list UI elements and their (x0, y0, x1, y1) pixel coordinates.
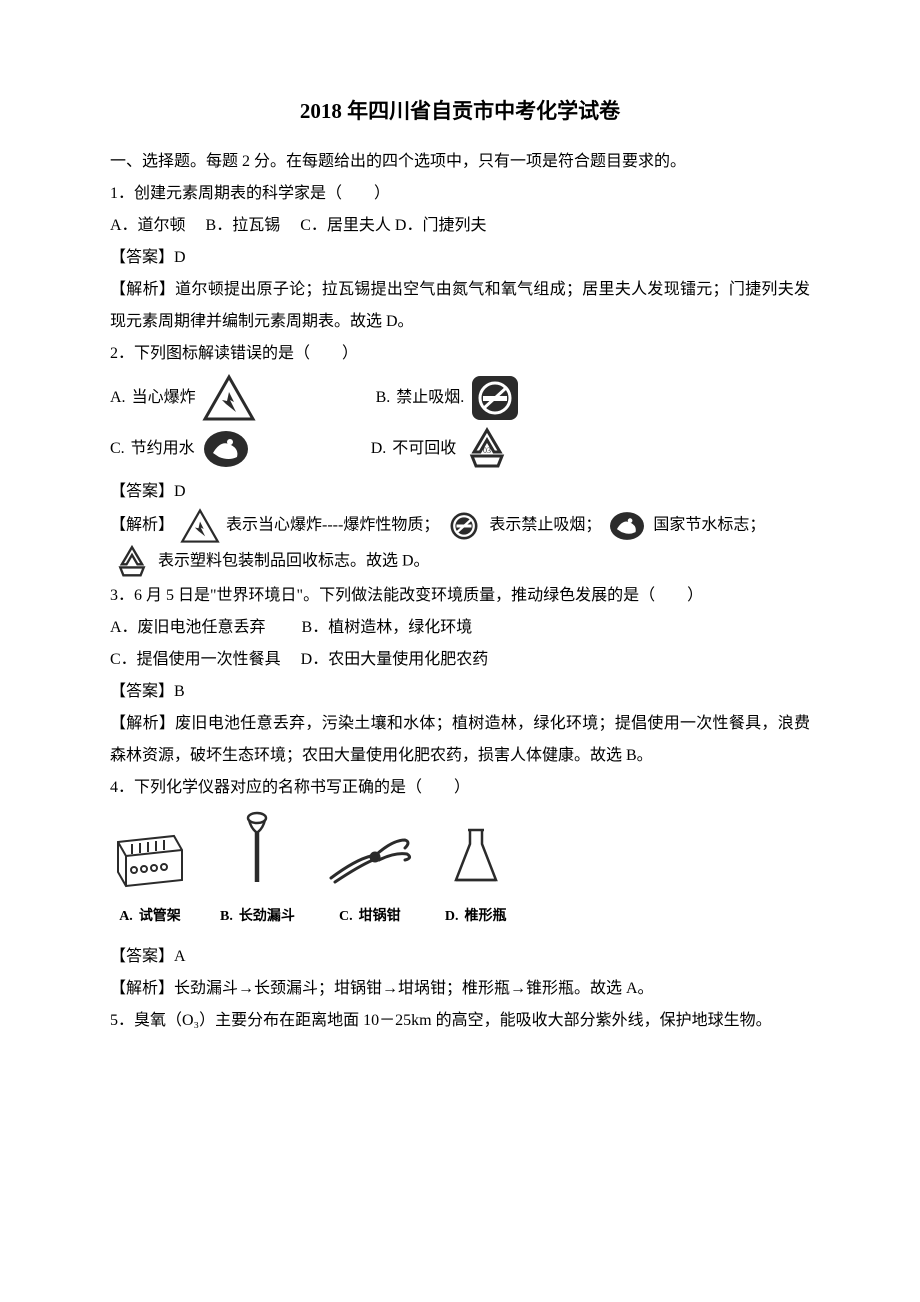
erlenmeyer-flask-icon (448, 824, 504, 899)
save-water-icon (607, 509, 647, 543)
q4-stem: 4．下列化学仪器对应的名称书写正确的是（ ） (110, 772, 810, 804)
q3-options-line1: A．废旧电池任意丢弃 B．植树造林，绿化环境 (110, 612, 810, 644)
q2-options-row1: A. 当心爆炸 B. 禁止吸烟. (110, 374, 810, 422)
q3-stem: 3．6 月 5 日是"世界环境日"。下列做法能改变环境质量，推动绿色发展的是（ … (110, 580, 810, 612)
q2-explain-seg3: 国家节水标志； (653, 517, 765, 534)
q4-c-label: 坩锅钳 (359, 903, 401, 931)
q2-a-prefix: A. (110, 382, 126, 414)
explosion-warning-icon (202, 374, 256, 422)
q4-a-label: 试管架 (139, 903, 181, 931)
q5-stem: 5．臭氧（O₃）主要分布在距离地面 10－25km 的高空，能吸收大部分紫外线，… (110, 1005, 810, 1037)
q2-explain-prefix: 【解析】 (110, 517, 174, 534)
q4-d-label: 椎形瓶 (464, 903, 506, 931)
q2-stem: 2．下列图标解读错误的是（ ） (110, 338, 810, 370)
q1-answer: 【答案】D (110, 242, 810, 274)
q2-option-d: D. 不可回收 03 (371, 426, 513, 472)
q4-answer: 【答案】A (110, 941, 810, 973)
q4-a-prefix: A. (119, 903, 133, 931)
q2-d-prefix: D. (371, 433, 387, 465)
q3-options-line2: C．提倡使用一次性餐具 D．农田大量使用化肥农药 (110, 644, 810, 676)
crucible-tongs-icon (325, 830, 415, 899)
save-water-icon (201, 427, 251, 471)
q2-a-text: 当心爆炸 (132, 382, 196, 414)
q2-option-a: A. 当心爆炸 (110, 374, 256, 422)
q4-option-c: C. 坩锅钳 (325, 830, 415, 931)
recycle-icon: 03 (462, 426, 512, 472)
q2-options-row2: C. 节约用水 D. 不可回收 03 (110, 426, 810, 472)
q2-option-b: B. 禁止吸烟. (376, 374, 521, 422)
funnel-icon (237, 810, 277, 899)
q3-answer: 【答案】B (110, 676, 810, 708)
no-smoking-icon (470, 374, 520, 422)
q1-options: A．道尔顿 B．拉瓦锡 C．居里夫人 D．门捷列夫 (110, 210, 810, 242)
q4-b-prefix: B. (220, 903, 233, 931)
q4-option-d: D. 椎形瓶 (445, 824, 507, 931)
q4-option-a: A. 试管架 (110, 830, 190, 931)
q2-c-text: 节约用水 (131, 433, 195, 465)
q1-explain: 【解析】道尔顿提出原子论；拉瓦锡提出空气由氮气和氧气组成；居里夫人发现镭元；门捷… (110, 274, 810, 338)
q2-explain-seg1: 表示当心爆炸----爆炸性物质； (226, 517, 439, 534)
no-smoking-icon (445, 508, 483, 544)
q4-option-b: B. 长劲漏斗 (220, 810, 295, 931)
test-tube-rack-icon (110, 830, 190, 899)
q4-d-prefix: D. (445, 903, 459, 931)
recycle-icon (112, 544, 152, 580)
q2-explain-seg4: 表示塑料包装制品回收标志。故选 D。 (158, 553, 430, 570)
q2-b-text: 禁止吸烟. (396, 382, 464, 414)
q4-explain: 【解析】长劲漏斗→长颈漏斗；坩锅钳→坩埚钳；椎形瓶→锥形瓶。故选 A。 (110, 973, 810, 1005)
q2-option-c: C. 节约用水 (110, 427, 251, 471)
q4-c-prefix: C. (339, 903, 353, 931)
q2-c-prefix: C. (110, 433, 125, 465)
explosion-warning-icon (180, 508, 220, 544)
q2-answer: 【答案】D (110, 476, 810, 508)
q2-d-text: 不可回收 (392, 433, 456, 465)
page-title: 2018 年四川省自贡市中考化学试卷 (110, 90, 810, 132)
q2-explain: 【解析】 表示当心爆炸----爆炸性物质； 表示禁止吸烟； 国家节水标志； 表示… (110, 508, 810, 580)
q1-stem: 1．创建元素周期表的科学家是（ ） (110, 178, 810, 210)
q4-options-row: A. 试管架 B. 长劲漏斗 (110, 810, 810, 931)
section-header: 一、选择题。每题 2 分。在每题给出的四个选项中，只有一项是符合题目要求的。 (110, 146, 810, 178)
q2-b-prefix: B. (376, 382, 391, 414)
q2-explain-seg2: 表示禁止吸烟； (489, 517, 601, 534)
svg-text:03: 03 (483, 446, 491, 455)
q4-b-label: 长劲漏斗 (239, 903, 295, 931)
q3-explain: 【解析】废旧电池任意丢弃，污染土壤和水体；植树造林，绿化环境；提倡使用一次性餐具… (110, 708, 810, 772)
